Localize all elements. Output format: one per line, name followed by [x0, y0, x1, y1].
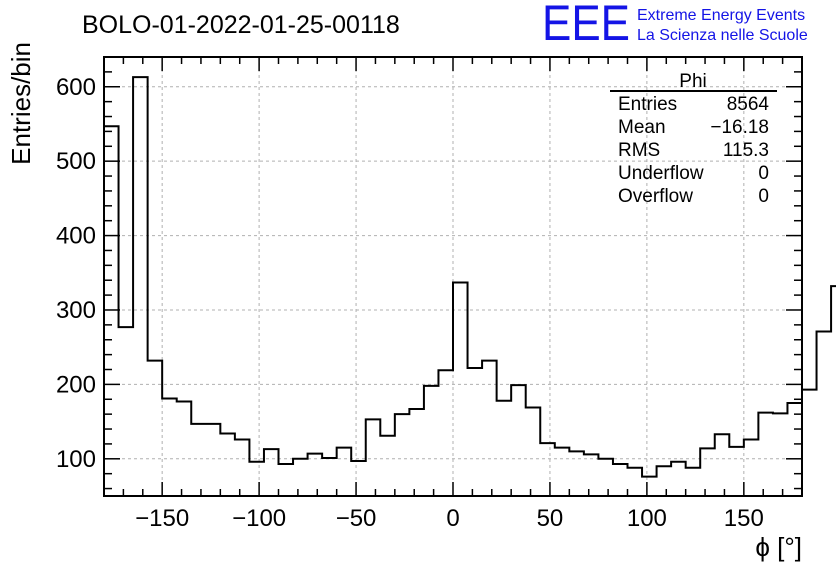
logo-line-1: Extreme Energy Events [637, 7, 805, 24]
y-tick-label: 500 [56, 148, 96, 175]
plot-title: BOLO-01-2022-01-25-00118 [82, 11, 400, 39]
stats-label: Overflow [618, 186, 693, 207]
x-tick-label: 150 [724, 505, 764, 532]
y-axis-title: Entries/bin [6, 42, 36, 165]
y-axis-ticks: 100 200 300 400 500 600 [56, 56, 802, 490]
x-tick-label: −100 [232, 505, 286, 532]
y-tick-label: 200 [56, 371, 96, 398]
stats-value: 115.3 [723, 140, 769, 161]
eee-logo: EEE [542, 0, 630, 51]
y-tick-label: 600 [56, 74, 96, 101]
stats-label: RMS [618, 140, 660, 161]
stats-box: Phi Entries 8564 Mean −16.18 RMS 115.3 Underfl… [610, 71, 777, 207]
stats-value: 8564 [727, 94, 770, 115]
stats-value: 0 [758, 186, 769, 207]
y-tick-label: 100 [56, 446, 96, 473]
x-tick-label: 100 [627, 505, 667, 532]
y-tick-label: 400 [56, 223, 96, 250]
stats-label: Mean [618, 117, 666, 138]
stats-label: Entries [618, 94, 677, 115]
stats-value: −16.18 [710, 117, 769, 138]
x-tick-label: 50 [537, 505, 564, 532]
stats-value: 0 [758, 163, 769, 184]
stats-title: Phi [679, 71, 706, 92]
stats-label: Underflow [618, 163, 704, 184]
y-tick-label: 300 [56, 297, 96, 324]
x-axis-ticks: −150 −100 −50 0 50 100 150 [103, 57, 803, 532]
grid [104, 57, 802, 496]
x-tick-label: 0 [446, 505, 459, 532]
x-tick-label: −150 [135, 505, 189, 532]
histogram-line [103, 76, 836, 496]
stats-rows: Entries 8564 Mean −16.18 RMS 115.3 Underflow 0 O… [618, 94, 769, 207]
x-tick-label: −50 [336, 505, 377, 532]
x-axis-title: ϕ [°] [755, 532, 802, 562]
logo-line-2: La Scienza nelle Scuole [637, 27, 808, 44]
